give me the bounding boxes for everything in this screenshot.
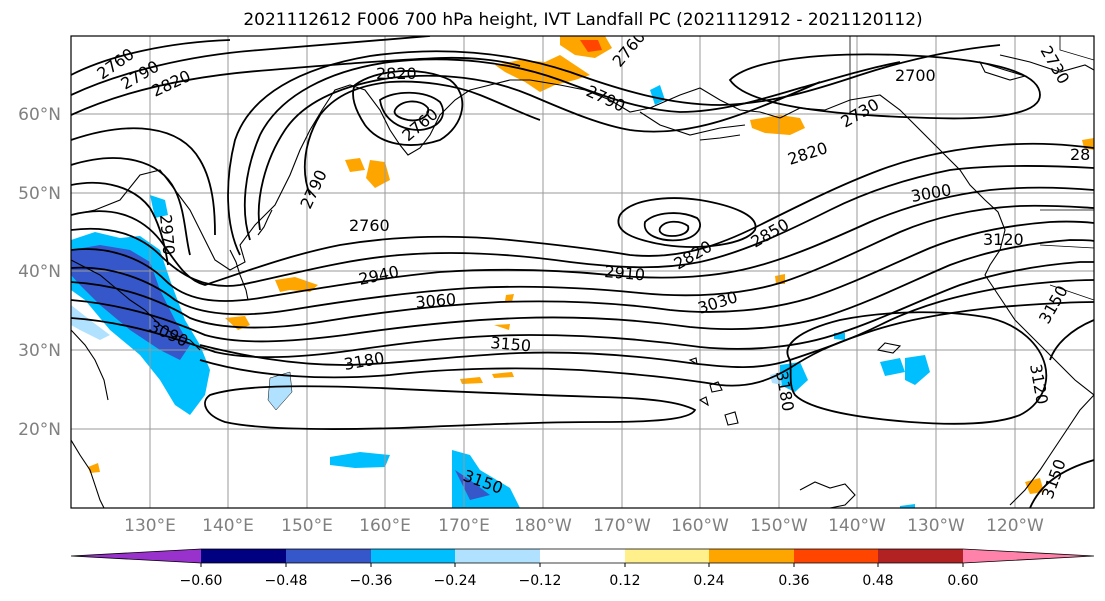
contour-label: 3060 (415, 290, 457, 312)
map-frame (70, 35, 1095, 509)
lon-label: 170°W (593, 516, 651, 536)
lat-label: 50°N (18, 184, 61, 204)
colorbar-segment (371, 549, 455, 563)
colorbar-segment (455, 549, 540, 563)
lon-label: 140°W (828, 516, 886, 536)
lon-label: 120°W (986, 516, 1044, 536)
colorbar-segment (625, 549, 709, 563)
latitude-labels: 60°N 50°N 40°N 30°N 20°N (18, 105, 61, 440)
lon-label: 150°W (750, 516, 808, 536)
contour-label: 28 (1070, 145, 1090, 164)
figure-title: 2021112612 F006 700 hPa height, IVT Land… (243, 10, 922, 30)
contour-label: 3150 (490, 333, 532, 355)
height-contours (71, 36, 1094, 508)
colorbar-segment (201, 549, 286, 563)
colorbar-tick-label: 0.60 (947, 573, 978, 589)
colorbar-ticks: −0.60 −0.48 −0.36 −0.24 −0.12 0.12 0.24 … (180, 573, 979, 589)
ivt-negative-shading (71, 85, 930, 508)
colorbar-tick-label: −0.36 (350, 573, 393, 589)
colorbar: −0.60 −0.48 −0.36 −0.24 −0.12 0.12 0.24 … (70, 548, 1095, 589)
colorbar-tick-label: 0.12 (609, 573, 640, 589)
colorbar-tick-label: 0.48 (862, 573, 893, 589)
lat-label: 40°N (18, 262, 61, 282)
colorbar-segment (963, 549, 1094, 563)
lat-label: 20°N (18, 420, 61, 440)
contour-label: 2820 (376, 64, 417, 83)
colorbar-segment (540, 549, 625, 563)
colorbar-segments (70, 548, 1095, 567)
colorbar-segment (71, 549, 201, 563)
colorbar-tick-label: −0.12 (519, 573, 562, 589)
political-borders (849, 36, 1094, 301)
lon-label: 150°E (281, 516, 333, 536)
colorbar-tick-label: −0.60 (180, 573, 223, 589)
gridlines (71, 36, 1094, 508)
colorbar-tick-label: −0.24 (434, 573, 477, 589)
colorbar-segment (709, 549, 794, 563)
contour-label: 2910 (604, 262, 646, 284)
lon-label: 130°E (124, 516, 176, 536)
contour-label: 3120 (983, 230, 1024, 249)
contour-label: 2970 (156, 214, 178, 256)
coastlines (71, 54, 1094, 508)
contour-label: 2700 (895, 66, 936, 85)
colorbar-segment (286, 549, 371, 563)
lon-label: 170°E (438, 516, 490, 536)
lon-label: 160°E (359, 516, 411, 536)
longitude-labels: 130°E 140°E 150°E 160°E 170°E 180°W 170°… (124, 516, 1044, 536)
map-panel: 2760 2790 2820 2820 2760 2790 2760 2760 … (71, 36, 1094, 508)
lon-label: 130°W (907, 516, 965, 536)
lat-label: 60°N (18, 105, 61, 125)
colorbar-segment (878, 549, 963, 563)
colorbar-tick-label: 0.36 (778, 573, 809, 589)
lon-label: 140°E (202, 516, 254, 536)
lon-label: 180°W (514, 516, 572, 536)
colorbar-segment (794, 549, 878, 563)
colorbar-tick-label: 0.24 (693, 573, 724, 589)
lon-label: 160°W (671, 516, 729, 536)
colorbar-tick-label: −0.48 (265, 573, 308, 589)
lat-label: 30°N (18, 341, 61, 361)
contour-label: 2760 (349, 216, 390, 235)
